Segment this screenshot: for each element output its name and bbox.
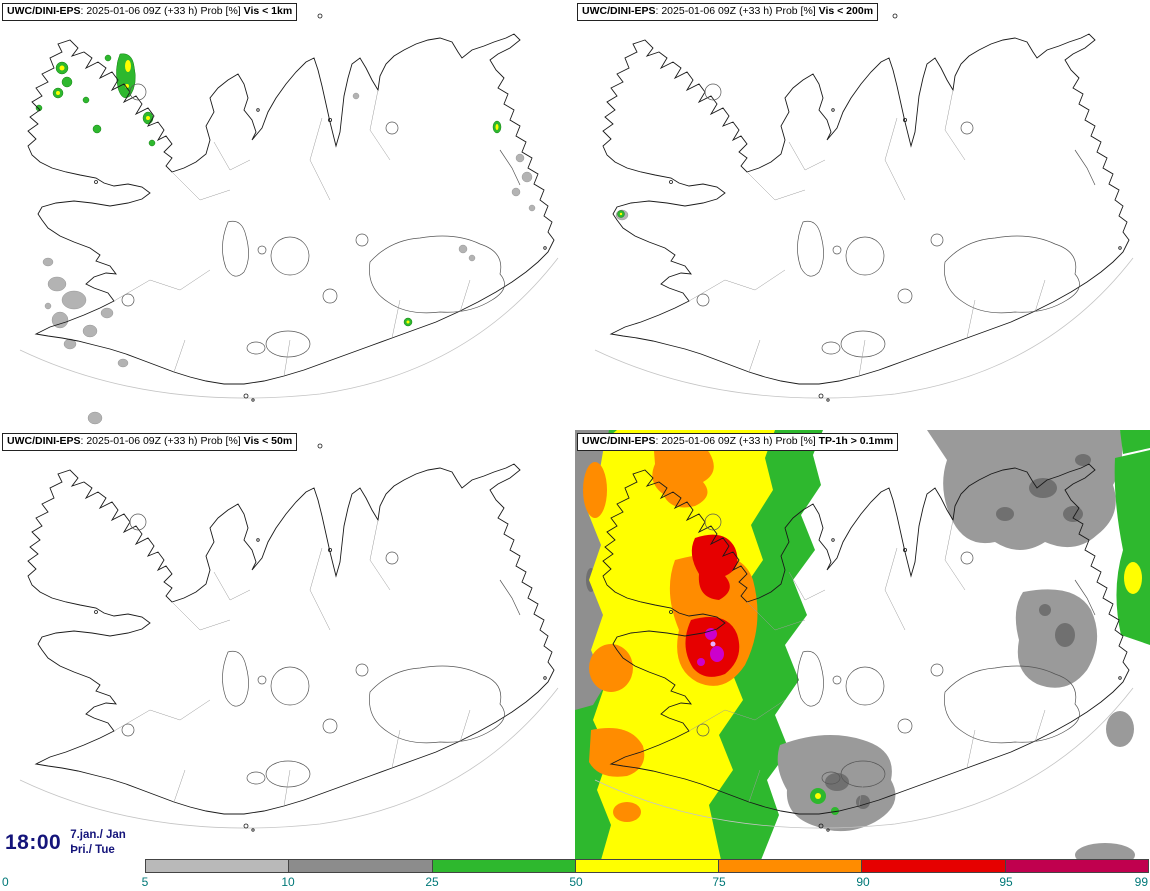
tick-95: 95 — [999, 875, 1013, 889]
tick-5: 5 — [141, 875, 149, 889]
probability-overlay — [35, 53, 536, 425]
colorbar-segment — [575, 860, 720, 872]
colorbar-segment — [146, 860, 290, 872]
tick-90: 90 — [856, 875, 870, 889]
run-info: : 2025-01-06 09Z (+33 h) Prob [%] — [80, 435, 244, 447]
colorbar-segment — [432, 860, 576, 872]
valid-time-box: 18:00 7.jan./ Jan Þri./ Tue — [5, 828, 132, 858]
run-info: : 2025-01-06 09Z (+33 h) Prob [%] — [80, 5, 244, 17]
tick-10: 10 — [281, 875, 295, 889]
tick-0: 0 — [2, 875, 9, 889]
run-info: : 2025-01-06 09Z (+33 h) Prob [%] — [655, 435, 819, 447]
panel-tp-1h: UWC/DINI-EPS: 2025-01-06 09Z (+33 h) Pro… — [575, 430, 1150, 860]
tick-50: 50 — [569, 875, 583, 889]
run-info: : 2025-01-06 09Z (+33 h) Prob [%] — [655, 5, 819, 17]
valid-date-month: 7.jan./ Jan — [70, 829, 126, 841]
threshold-label: Vis < 1km — [243, 5, 293, 17]
panel-vis-200m: UWC/DINI-EPS: 2025-01-06 09Z (+33 h) Pro… — [575, 0, 1150, 430]
model-name: UWC/DINI-EPS — [7, 5, 81, 17]
panel-title-vis-200m: UWC/DINI-EPS: 2025-01-06 09Z (+33 h) Pro… — [577, 3, 879, 21]
iceland-map-vis-50m — [19, 443, 559, 832]
tick-75: 75 — [712, 875, 726, 889]
panel-title-vis-1km: UWC/DINI-EPS: 2025-01-06 09Z (+33 h) Pro… — [2, 3, 298, 21]
panel-vis-50m: UWC/DINI-EPS: 2025-01-06 09Z (+33 h) Pro… — [0, 430, 575, 860]
threshold-label: Vis < 50m — [243, 435, 293, 447]
iceland-map-vis-200m — [594, 13, 1134, 402]
colorbar-segment — [862, 860, 1006, 872]
panel-title-tp-1h: UWC/DINI-EPS: 2025-01-06 09Z (+33 h) Pro… — [577, 433, 899, 451]
colorbar-tick-labels: 0 5 10 25 50 75 90 95 99 — [0, 875, 1150, 890]
valid-date-weekday: Þri./ Tue — [70, 843, 115, 856]
tick-99: 99 — [1134, 875, 1148, 889]
model-name: UWC/DINI-EPS — [7, 435, 81, 447]
iceland-map-tp-1h — [575, 430, 1150, 860]
colorbar-segment — [1005, 860, 1148, 872]
panel-vis-1km: UWC/DINI-EPS: 2025-01-06 09Z (+33 h) Pro… — [0, 0, 575, 430]
threshold-label: Vis < 200m — [818, 5, 874, 17]
model-name: UWC/DINI-EPS — [582, 435, 656, 447]
panel-title-vis-50m: UWC/DINI-EPS: 2025-01-06 09Z (+33 h) Pro… — [2, 433, 298, 451]
probability-overlay — [575, 430, 1150, 860]
colorbar-segment — [289, 860, 433, 872]
model-name: UWC/DINI-EPS — [582, 5, 656, 17]
probability-colorbar — [145, 859, 1149, 873]
tick-25: 25 — [425, 875, 439, 889]
colorbar-segment — [719, 860, 863, 872]
threshold-label: TP-1h > 0.1mm — [818, 435, 894, 447]
probability-overlay — [615, 209, 629, 221]
valid-time: 18:00 — [5, 830, 62, 854]
iceland-map-vis-1km — [19, 13, 559, 425]
valid-date: 7.jan./ Jan Þri./ Tue — [70, 828, 126, 858]
